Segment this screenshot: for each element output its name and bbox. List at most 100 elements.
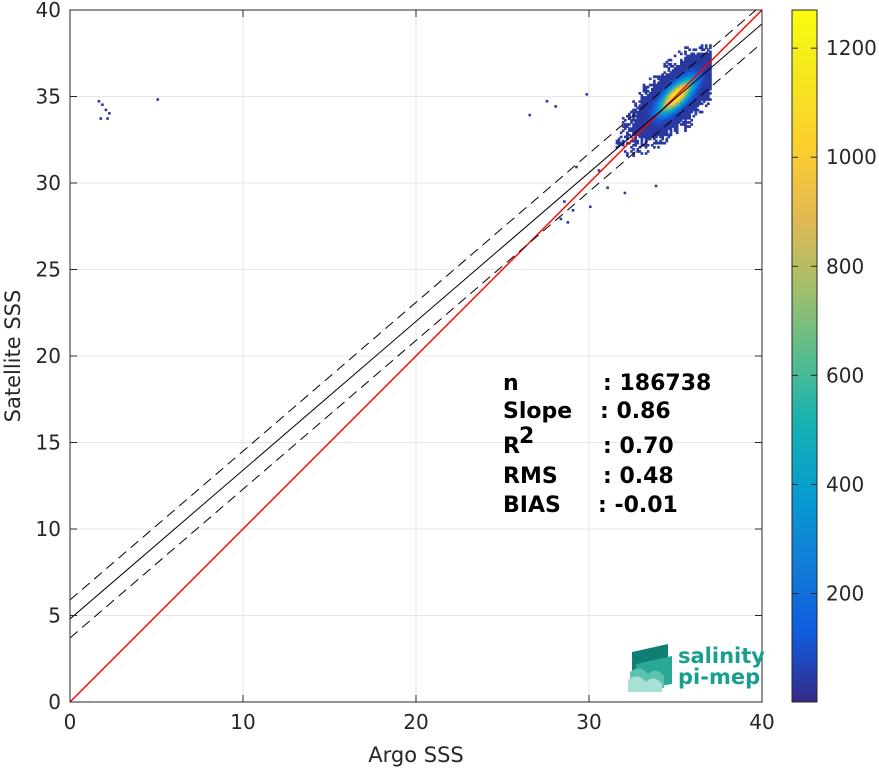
density-cell: [665, 60, 669, 64]
density-cell: [634, 110, 638, 114]
density-cell: [663, 118, 667, 122]
density-cell: [669, 73, 673, 76]
density-cell: [696, 75, 700, 79]
density-cell: [623, 118, 627, 122]
statistics-box: n: 186738 Slope: 0.86 R 2: 0.70 RMS: 0.48 BIA…: [503, 371, 711, 518]
density-cell: [634, 143, 638, 147]
density-cell: [646, 110, 650, 114]
density-cell: [632, 100, 635, 103]
outlier-point: [101, 103, 104, 107]
density-cell: [642, 102, 646, 106]
density-cell: [684, 94, 687, 97]
density-cell: [690, 106, 694, 110]
density-cell: [655, 125, 658, 128]
density-cell: [640, 123, 644, 126]
density-cell: [650, 127, 654, 130]
density-cell: [632, 131, 635, 135]
density-cell: [663, 94, 667, 97]
density-cell: [694, 89, 698, 93]
density-cell: [671, 100, 675, 103]
density-cell: [657, 75, 660, 79]
density-cell: [642, 83, 646, 87]
density-cell: [677, 114, 681, 118]
density-cell: [709, 65, 712, 68]
density-cell: [688, 100, 691, 103]
density-cell: [673, 100, 677, 103]
stat-label-superscript: 2: [519, 424, 534, 449]
density-cell: [650, 125, 654, 128]
density-cell: [646, 118, 650, 122]
density-cell: [663, 131, 667, 135]
density-cell: [626, 114, 629, 118]
density-cell: [640, 131, 644, 135]
density-cell: [686, 67, 689, 70]
density-cell: [638, 118, 642, 122]
stat-label-rms: RMS: [503, 464, 558, 489]
density-cell: [698, 56, 702, 60]
density-cell: [690, 62, 694, 66]
density-cell: [702, 94, 706, 97]
density-cell: [679, 60, 683, 64]
density-cell: [663, 83, 667, 87]
density-cell: [706, 58, 710, 62]
density-cell: [706, 56, 710, 60]
density-cell: [671, 73, 675, 76]
density-cell: [700, 83, 704, 87]
density-cell: [648, 129, 652, 133]
density-cell: [661, 77, 664, 81]
density-cell: [665, 121, 669, 124]
density-cell: [682, 110, 685, 114]
density-cell: [648, 83, 652, 87]
density-cell: [661, 125, 664, 128]
density-cell: [642, 116, 646, 120]
density-cell: [671, 104, 675, 108]
density-cell: [686, 54, 689, 58]
density-cell: [632, 127, 635, 130]
density-cell: [671, 121, 675, 124]
density-cell: [619, 135, 623, 139]
density-cell: [617, 137, 621, 141]
density-cell: [671, 112, 675, 116]
density-cell: [690, 92, 694, 95]
density-cell: [709, 85, 712, 89]
density-cell: [688, 89, 691, 93]
density-cell: [686, 58, 689, 62]
density-cell: [679, 94, 683, 97]
density-cell: [696, 87, 700, 91]
density-cell: [644, 114, 648, 118]
density-cell: [650, 106, 654, 110]
density-cell: [671, 94, 675, 97]
density-cell: [696, 85, 700, 89]
density-cell: [698, 77, 702, 81]
density-cell: [673, 102, 677, 106]
density-cell: [632, 148, 635, 151]
density-cell: [632, 123, 635, 126]
density-cell: [650, 92, 654, 95]
density-cell: [646, 125, 650, 128]
outlier-point: [606, 186, 609, 190]
density-cell: [669, 96, 673, 99]
density-cell: [690, 60, 694, 64]
density-cell: [655, 139, 658, 143]
density-cell: [688, 73, 691, 76]
density-cell: [665, 106, 669, 110]
density-cell: [621, 129, 625, 133]
density-cell: [665, 79, 669, 83]
density-cell: [638, 133, 642, 137]
density-cell: [638, 150, 642, 153]
density-cell: [659, 85, 662, 89]
density-cell: [644, 108, 648, 112]
density-cell: [690, 65, 694, 68]
density-cell: [696, 79, 700, 83]
density-cell: [688, 92, 691, 95]
density-cell: [661, 87, 664, 91]
density-cell: [648, 135, 652, 139]
density-cell: [673, 75, 677, 79]
colorbar-tick-label: 600: [826, 363, 864, 387]
density-cell: [675, 67, 679, 70]
density-cell: [684, 106, 687, 110]
density-cell: [671, 65, 675, 68]
colorbar-tick-label: 1200: [826, 36, 877, 60]
density-cell: [698, 73, 702, 76]
